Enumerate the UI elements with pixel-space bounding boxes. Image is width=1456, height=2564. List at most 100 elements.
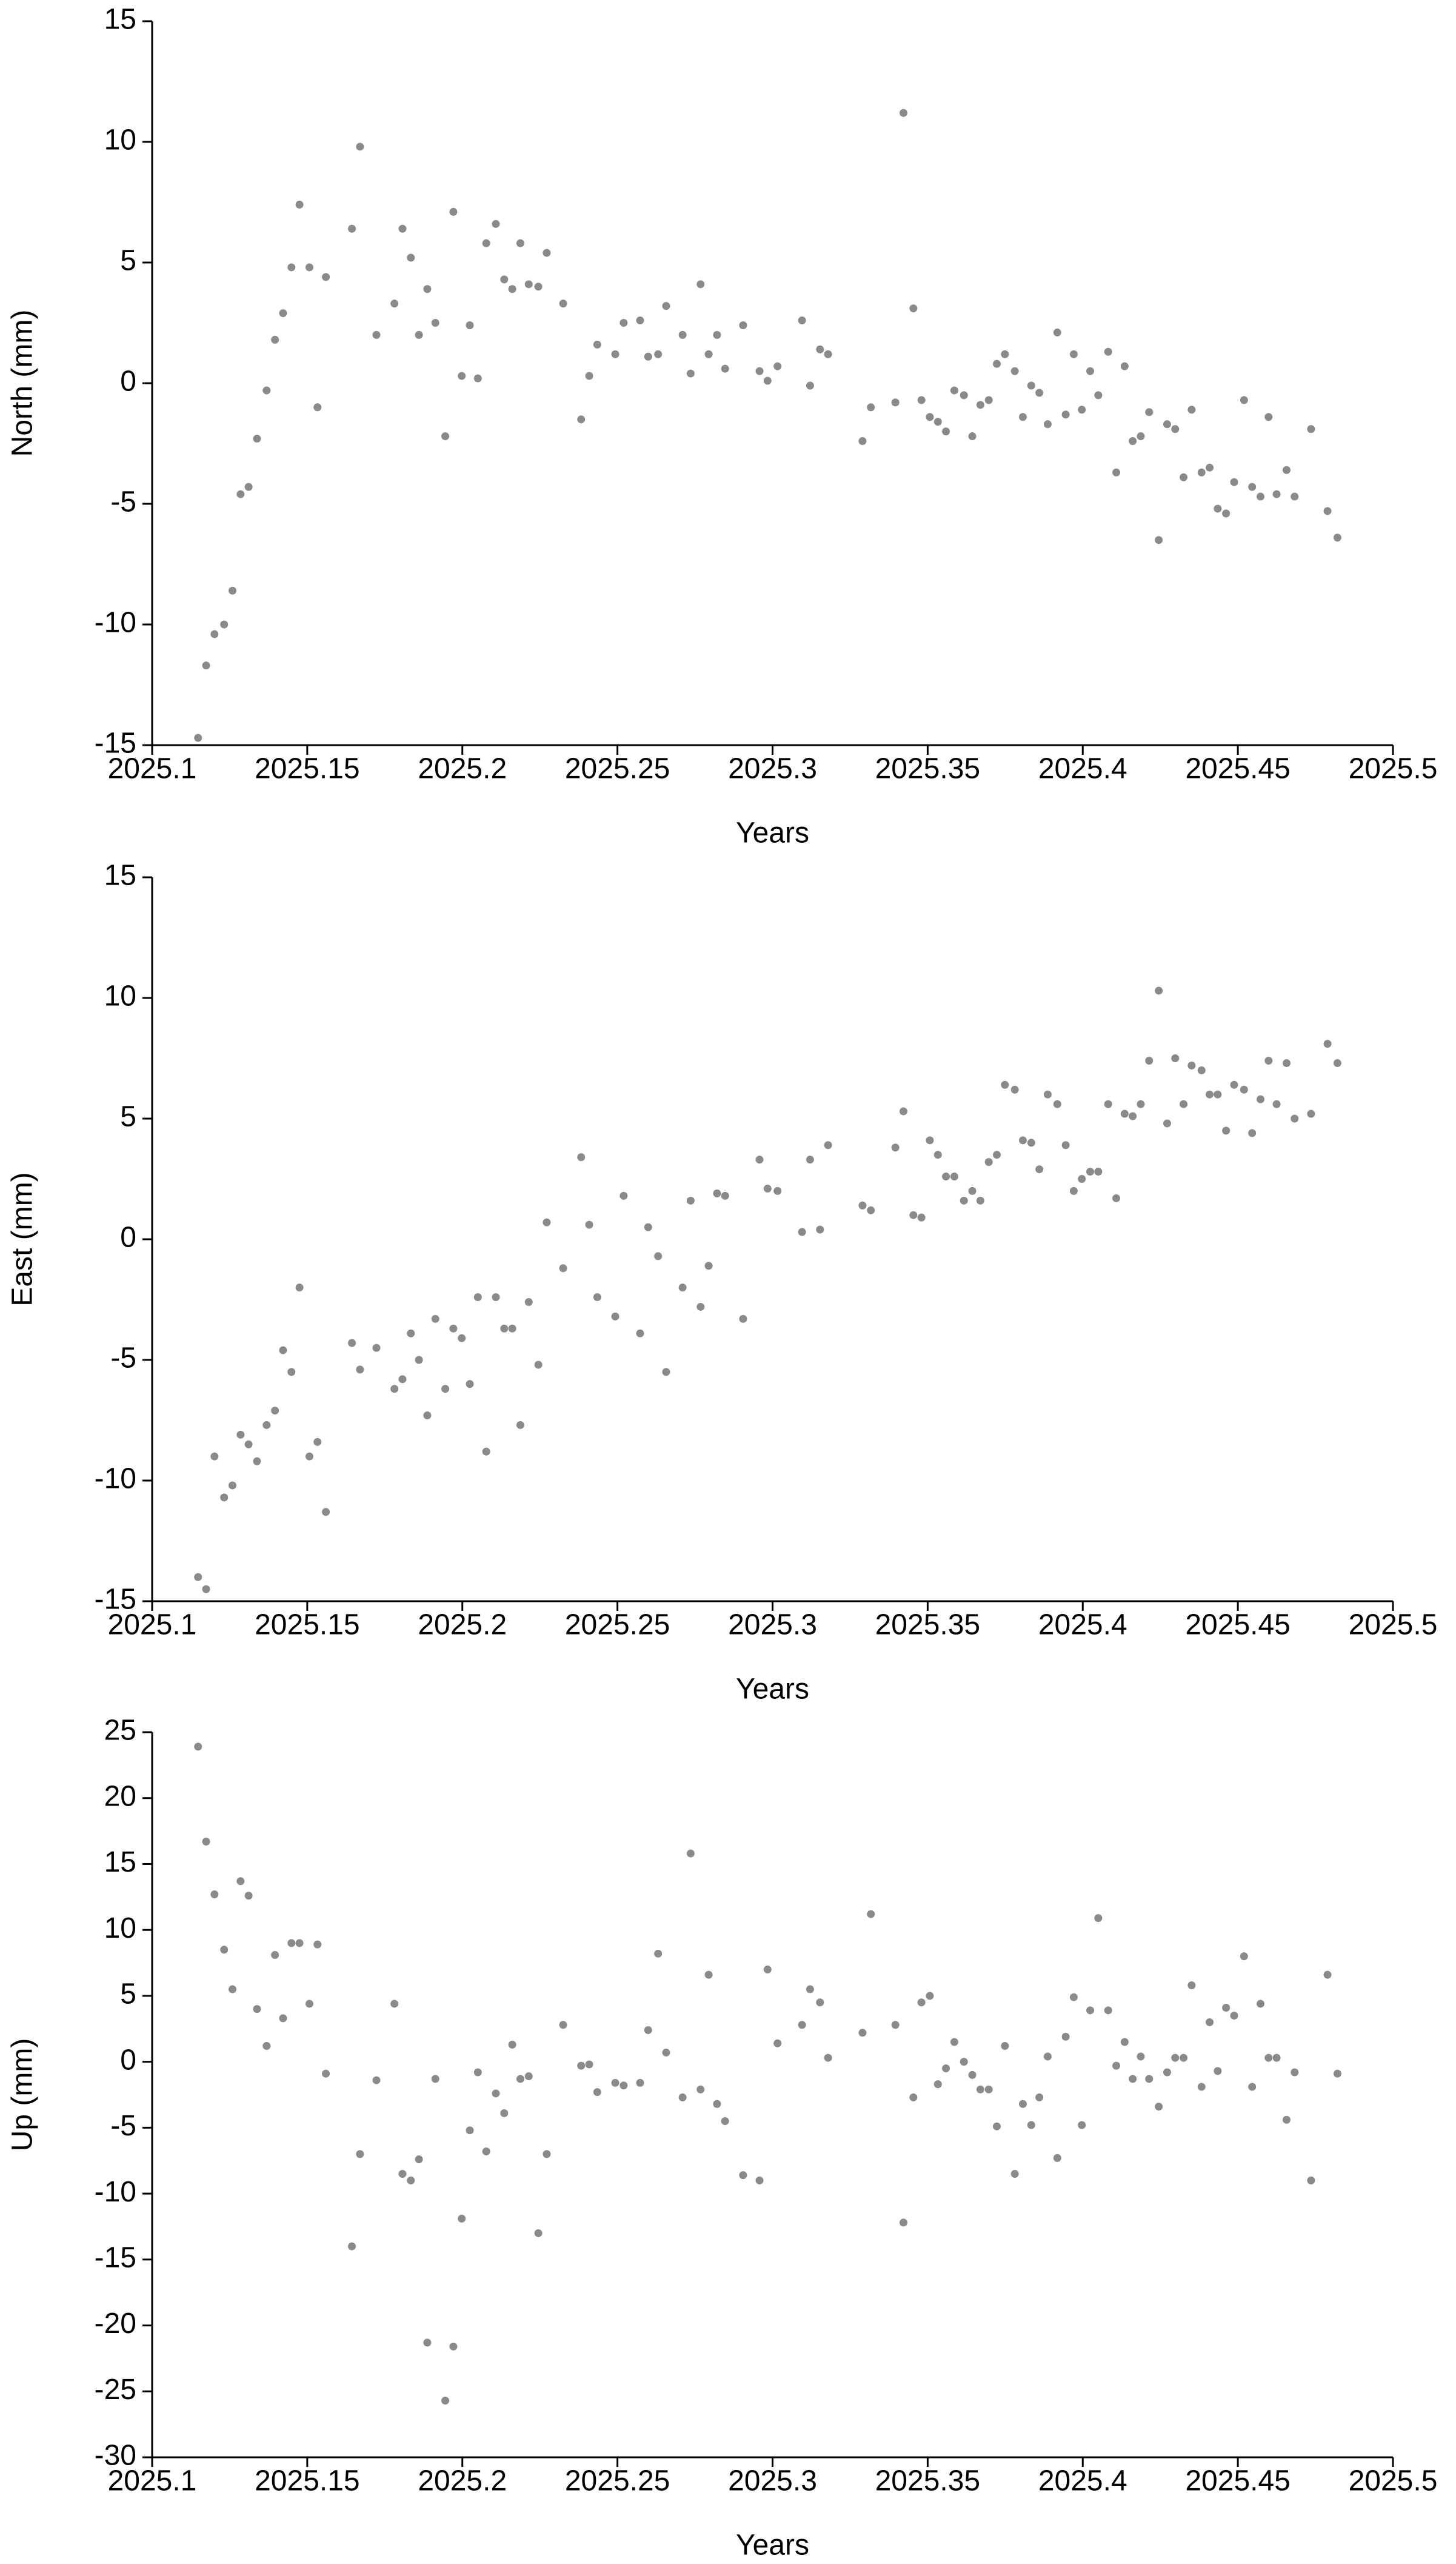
data-point xyxy=(755,2176,764,2184)
data-point xyxy=(960,1196,968,1205)
data-point xyxy=(1086,2006,1095,2015)
data-point xyxy=(271,1407,279,1415)
data-point xyxy=(917,1213,926,1222)
data-point xyxy=(482,239,490,247)
data-point xyxy=(891,2021,900,2029)
data-point xyxy=(262,386,271,395)
data-point xyxy=(1043,1090,1052,1099)
y-tick-label: 5 xyxy=(120,1101,136,1133)
data-point xyxy=(763,1965,772,1973)
data-point xyxy=(441,2396,450,2405)
data-point xyxy=(755,1156,764,1164)
data-point xyxy=(1282,2115,1291,2124)
data-point xyxy=(755,367,764,375)
data-point xyxy=(1230,1080,1238,1089)
data-point xyxy=(1112,1194,1121,1202)
data-point xyxy=(1214,1090,1222,1099)
data-point xyxy=(1104,2006,1112,2015)
y-tick-label: -20 xyxy=(95,2308,136,2340)
data-point xyxy=(713,2100,721,2108)
data-point xyxy=(933,418,942,426)
data-point xyxy=(1171,425,1180,433)
data-point xyxy=(1112,468,1121,477)
y-tick-label: 10 xyxy=(104,980,136,1013)
data-point xyxy=(577,2061,586,2070)
x-tick-label: 2025.3 xyxy=(728,753,817,785)
data-point xyxy=(867,1910,875,1918)
data-point xyxy=(1214,2067,1222,2075)
y-tick-label: 10 xyxy=(104,1912,136,1944)
data-point xyxy=(806,1156,814,1164)
data-point xyxy=(686,1196,695,1205)
data-point xyxy=(1010,1085,1019,1094)
data-point xyxy=(704,350,713,358)
data-point xyxy=(1155,536,1163,544)
data-point xyxy=(210,630,219,638)
data-point xyxy=(899,1107,907,1116)
y-tick-label: 0 xyxy=(120,2044,136,2076)
data-point xyxy=(1291,2068,1299,2077)
data-point xyxy=(686,369,695,378)
data-point xyxy=(636,316,644,325)
data-point xyxy=(798,316,806,325)
data-point xyxy=(244,483,253,491)
data-point xyxy=(960,2058,968,2066)
data-point xyxy=(508,1324,516,1333)
data-point xyxy=(500,2109,509,2117)
data-point xyxy=(524,280,533,289)
data-point xyxy=(1206,2018,1214,2026)
data-point xyxy=(1010,2169,1019,2178)
data-point xyxy=(968,432,977,441)
data-point xyxy=(806,381,814,390)
data-point xyxy=(1264,2054,1273,2062)
data-point xyxy=(516,239,524,247)
data-point xyxy=(1248,2083,1257,2091)
data-point xyxy=(194,1742,202,1751)
data-point xyxy=(466,1380,474,1388)
data-point xyxy=(441,1385,450,1393)
data-point xyxy=(968,1187,977,1195)
data-point xyxy=(287,263,296,272)
data-point xyxy=(287,1939,296,1947)
data-point xyxy=(1035,1165,1044,1174)
data-point xyxy=(559,2021,567,2029)
x-tick-label: 2025.4 xyxy=(1038,753,1127,785)
data-point xyxy=(1187,406,1196,414)
data-point xyxy=(1282,1059,1291,1067)
x-axis-label: Years xyxy=(736,1673,809,1705)
y-tick-label: -10 xyxy=(95,2176,136,2208)
data-point xyxy=(984,1158,993,1167)
data-point xyxy=(585,372,593,380)
data-point xyxy=(1307,425,1315,433)
y-tick-label: -5 xyxy=(110,1342,136,1374)
data-point xyxy=(1018,2100,1027,2108)
x-tick-label: 2025.35 xyxy=(875,2465,981,2497)
data-point xyxy=(976,401,984,409)
y-tick-label: -30 xyxy=(95,2440,136,2472)
data-point xyxy=(976,2085,984,2094)
data-point xyxy=(611,350,619,358)
data-point xyxy=(322,1508,330,1516)
data-point xyxy=(933,1151,942,1159)
data-point xyxy=(654,1949,663,1958)
data-point xyxy=(1094,1914,1103,1923)
data-point xyxy=(926,1136,934,1145)
data-point xyxy=(516,1421,524,1429)
data-point xyxy=(1137,2052,1145,2061)
data-point xyxy=(1272,1100,1281,1108)
data-point xyxy=(1145,1056,1154,1065)
y-tick-label: 15 xyxy=(104,4,136,36)
data-point xyxy=(696,280,705,289)
data-point xyxy=(899,2218,907,2227)
data-point xyxy=(1333,534,1341,542)
data-point xyxy=(858,437,867,446)
data-point xyxy=(704,1970,713,1979)
data-point xyxy=(1248,1129,1257,1137)
data-point xyxy=(1061,1141,1070,1150)
data-point xyxy=(1272,490,1281,498)
data-point xyxy=(984,2085,993,2094)
x-tick-label: 2025.25 xyxy=(565,2465,670,2497)
data-point xyxy=(508,285,516,293)
data-point xyxy=(1264,1056,1273,1065)
data-point xyxy=(194,734,202,742)
